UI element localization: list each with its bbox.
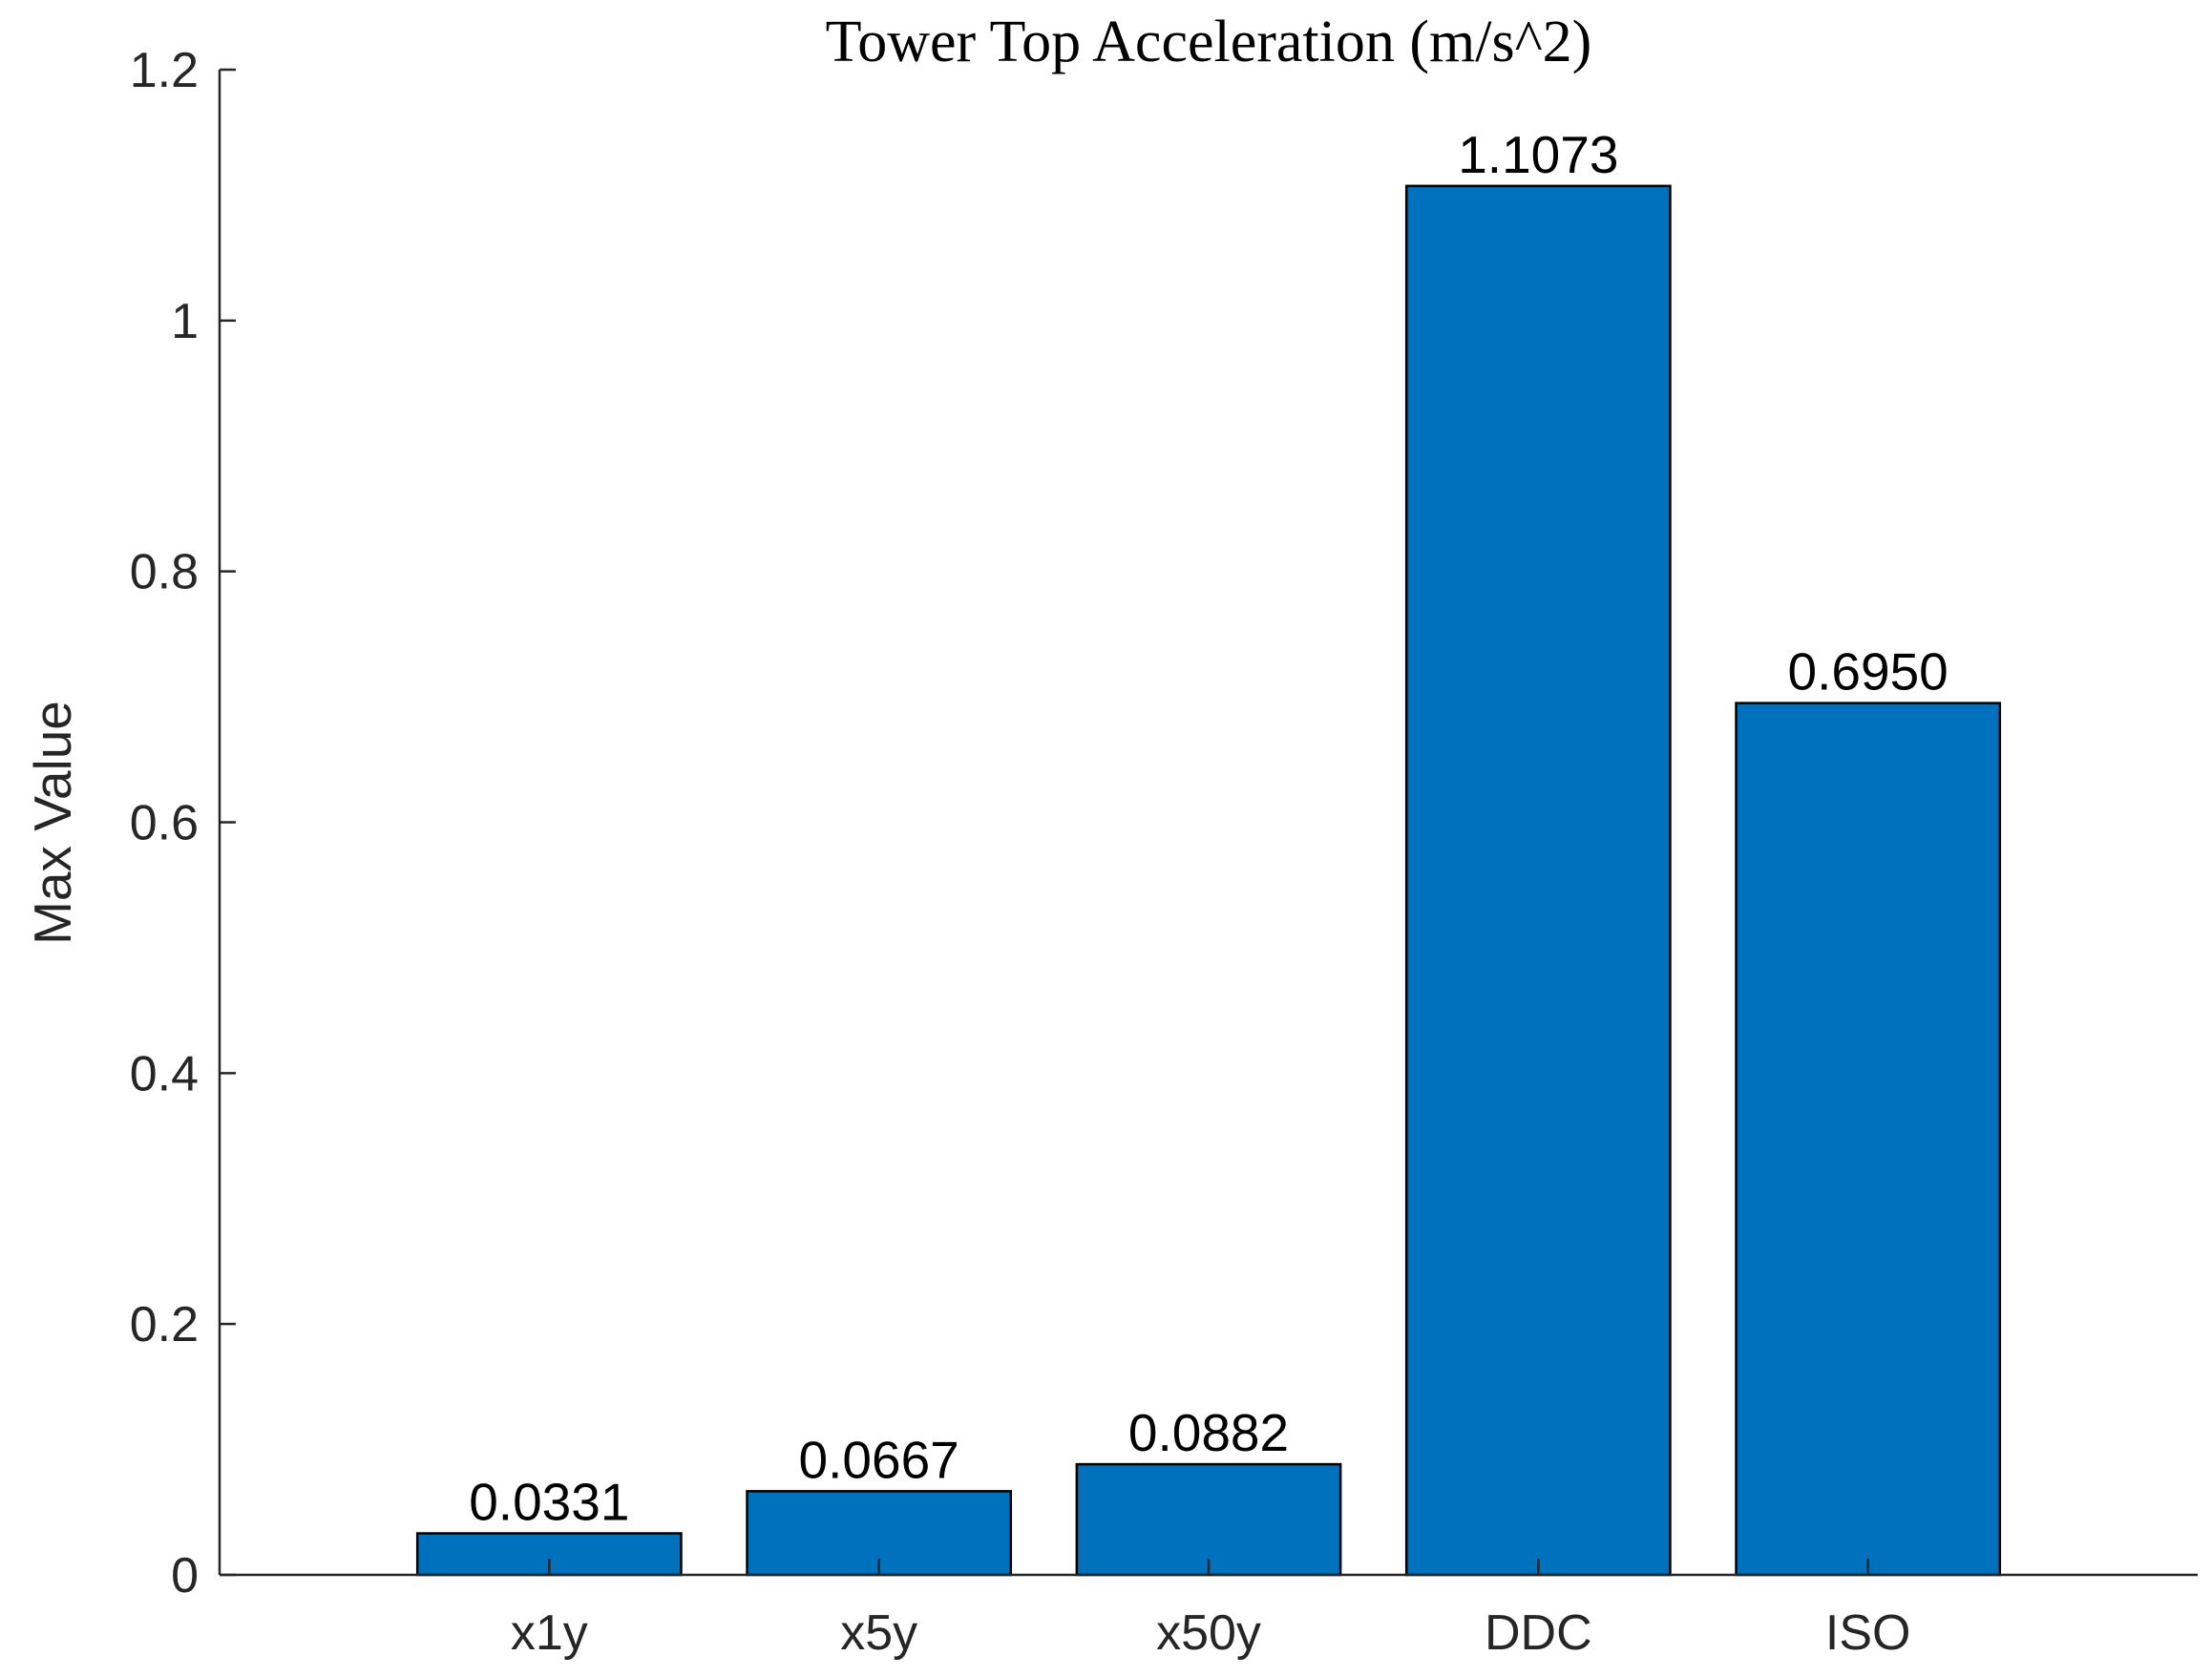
y-tick-label: 0 — [171, 1548, 199, 1604]
labels-layer: 0.0331 0.0667 0.0882 1.1073 0.6950 0 0.2 0.4 0.6… — [130, 43, 1949, 1661]
bar-iso — [1735, 702, 2002, 1577]
y-tick-label: 0.6 — [130, 796, 199, 851]
y-tick-label: 1 — [171, 294, 199, 349]
x-tick-label-x50y: x50y — [1156, 1605, 1261, 1661]
y-tick-label: 1.2 — [130, 43, 199, 98]
data-label-iso: 0.6950 — [1788, 642, 1949, 702]
y-tick-label: 0.2 — [130, 1297, 199, 1352]
y-tick-label: 0.8 — [130, 545, 199, 600]
x-tick-label-x1y: x1y — [511, 1605, 588, 1661]
data-label-x50y: 0.0882 — [1128, 1403, 1289, 1462]
x-tick-label-ddc: DDC — [1485, 1605, 1592, 1661]
data-label-x1y: 0.0331 — [469, 1473, 629, 1532]
y-axis-label: Max Value — [23, 701, 82, 945]
bar-x50y — [1075, 1462, 1342, 1577]
axes-layer — [218, 68, 2198, 1577]
bars-layer — [415, 184, 2002, 1577]
data-label-ddc: 1.1073 — [1458, 125, 1618, 184]
chart-title: Tower Top Acceleration (m/s^2) — [826, 10, 1592, 74]
data-label-x5y: 0.0667 — [799, 1430, 959, 1489]
x-tick-label-x5y: x5y — [840, 1605, 917, 1661]
x-tick-label-iso: ISO — [1825, 1605, 1911, 1661]
bar-ddc — [1404, 184, 1672, 1577]
y-tick-label: 0.4 — [130, 1046, 199, 1101]
